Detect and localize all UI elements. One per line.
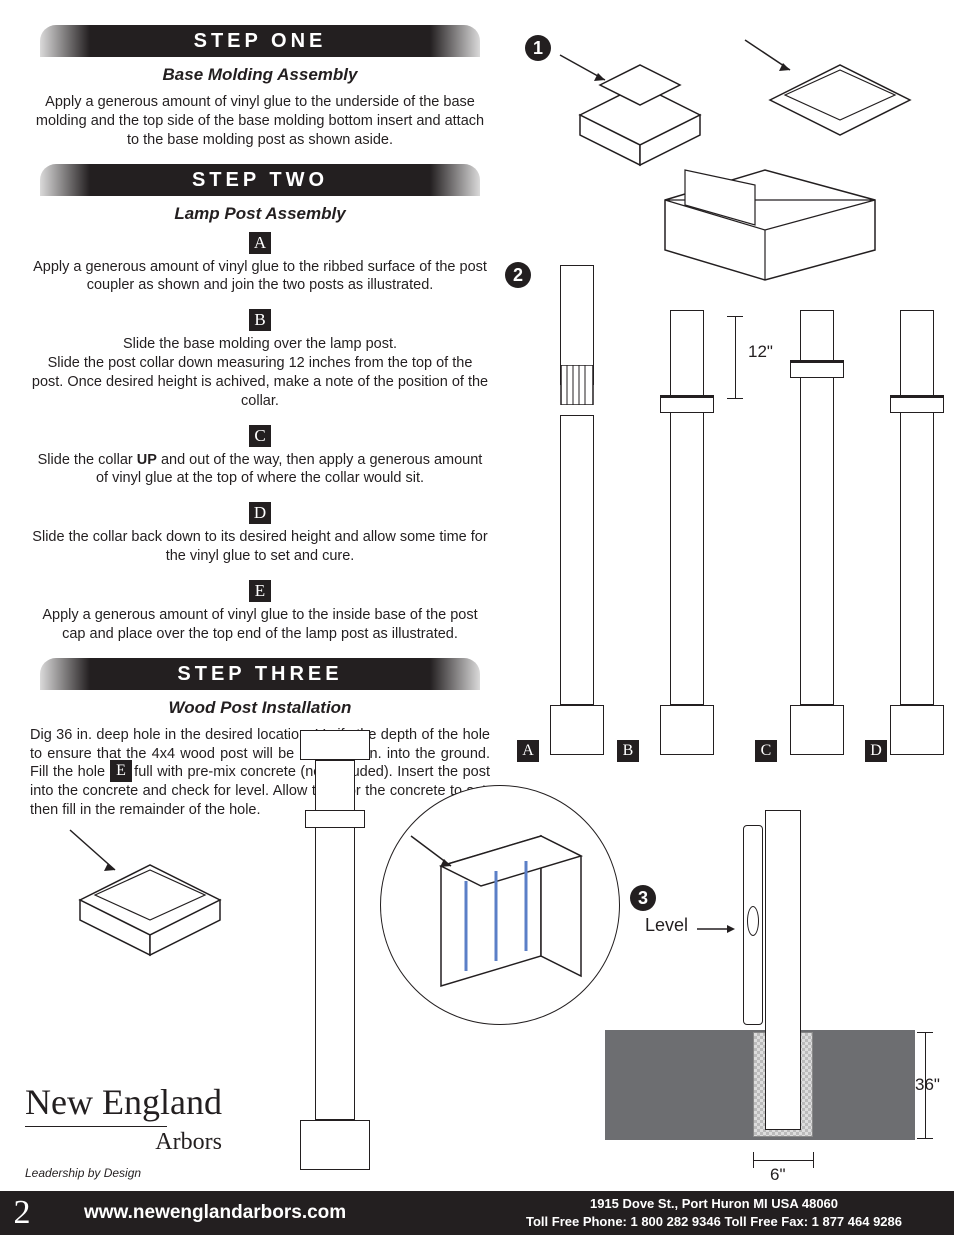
logo-divider — [25, 1123, 222, 1131]
callout-3: 3 — [630, 885, 656, 911]
diag-label-c: C — [755, 740, 777, 762]
post-a-coupler — [557, 365, 597, 405]
footer-phones: Toll Free Phone: 1 800 282 9346 Toll Fre… — [474, 1213, 954, 1231]
diag-label-b: B — [617, 740, 639, 762]
post-c-collar — [790, 360, 844, 378]
logo-line2: Arbors — [25, 1129, 222, 1156]
dim-depth: 36" — [915, 1075, 940, 1095]
step-two-subtitle: Lamp Post Assembly — [30, 204, 490, 224]
badge-e: E — [249, 580, 271, 602]
coupler-detail-circle — [380, 785, 620, 1025]
level-label: Level — [645, 915, 688, 936]
level-arrow — [697, 924, 737, 934]
badge-a: A — [249, 232, 271, 254]
badge-d: D — [249, 502, 271, 524]
step-one-subtitle: Base Molding Assembly — [30, 65, 490, 85]
diag-label-a: A — [517, 740, 539, 762]
step-two-d: Slide the collar back down to its desire… — [30, 528, 490, 566]
step1-base-box — [645, 160, 905, 290]
post-d — [900, 310, 934, 705]
dim-width: 6" — [770, 1165, 786, 1185]
finished-cap — [300, 730, 370, 760]
wood-post — [765, 810, 801, 1130]
dim-collar: 12" — [748, 342, 773, 362]
footer-url: www.newenglandarbors.com — [44, 1202, 474, 1224]
post-c-base — [790, 705, 844, 755]
post-d-collar — [890, 395, 944, 413]
step-two-header: STEP TWO — [30, 164, 490, 196]
logo-tagline: Leadership by Design — [25, 1166, 222, 1180]
instructions-column: STEP ONE Base Molding Assembly Apply a g… — [30, 25, 490, 834]
callout-2: 2 — [505, 262, 531, 288]
step-three-subtitle: Wood Post Installation — [30, 698, 490, 718]
post-d-base — [890, 705, 944, 755]
callout-1: 1 — [525, 35, 551, 61]
post-b-base — [660, 705, 714, 755]
step-two-c: Slide the collar UP and out of the way, … — [30, 451, 490, 489]
finished-base — [300, 1120, 370, 1170]
cap-e-illus — [40, 770, 260, 990]
step-two-b: Slide the base molding over the lamp pos… — [30, 335, 490, 410]
step-two-e: Apply a generous amount of vinyl glue to… — [30, 606, 490, 644]
logo-line1: New England — [25, 1085, 222, 1119]
step-two-label: STEP TWO — [30, 164, 490, 196]
post-b-collar — [660, 395, 714, 413]
footer-address: 1915 Dove St., Port Huron MI USA 48060 — [474, 1195, 954, 1213]
step-one-text: Apply a generous amount of vinyl glue to… — [30, 93, 490, 150]
page-number: 2 — [0, 1194, 44, 1232]
step-three-label: STEP THREE — [30, 658, 490, 690]
step-three-header: STEP THREE — [30, 658, 490, 690]
logo: New England Arbors Leadership by Design — [25, 1085, 222, 1180]
badge-c: C — [249, 425, 271, 447]
post-a-bottom — [560, 415, 594, 705]
footer-contact: 1915 Dove St., Port Huron MI USA 48060 T… — [474, 1195, 954, 1230]
finished-collar — [305, 810, 365, 828]
footer: 2 www.newenglandarbors.com 1915 Dove St.… — [0, 1191, 954, 1235]
post-a-base — [550, 705, 604, 755]
badge-b: B — [249, 309, 271, 331]
step-one-label: STEP ONE — [30, 25, 490, 57]
step-two-a: Apply a generous amount of vinyl glue to… — [30, 258, 490, 296]
diag-label-d: D — [865, 740, 887, 762]
level-tool — [743, 825, 763, 1025]
step-one-header: STEP ONE — [30, 25, 490, 57]
post-b — [670, 310, 704, 705]
